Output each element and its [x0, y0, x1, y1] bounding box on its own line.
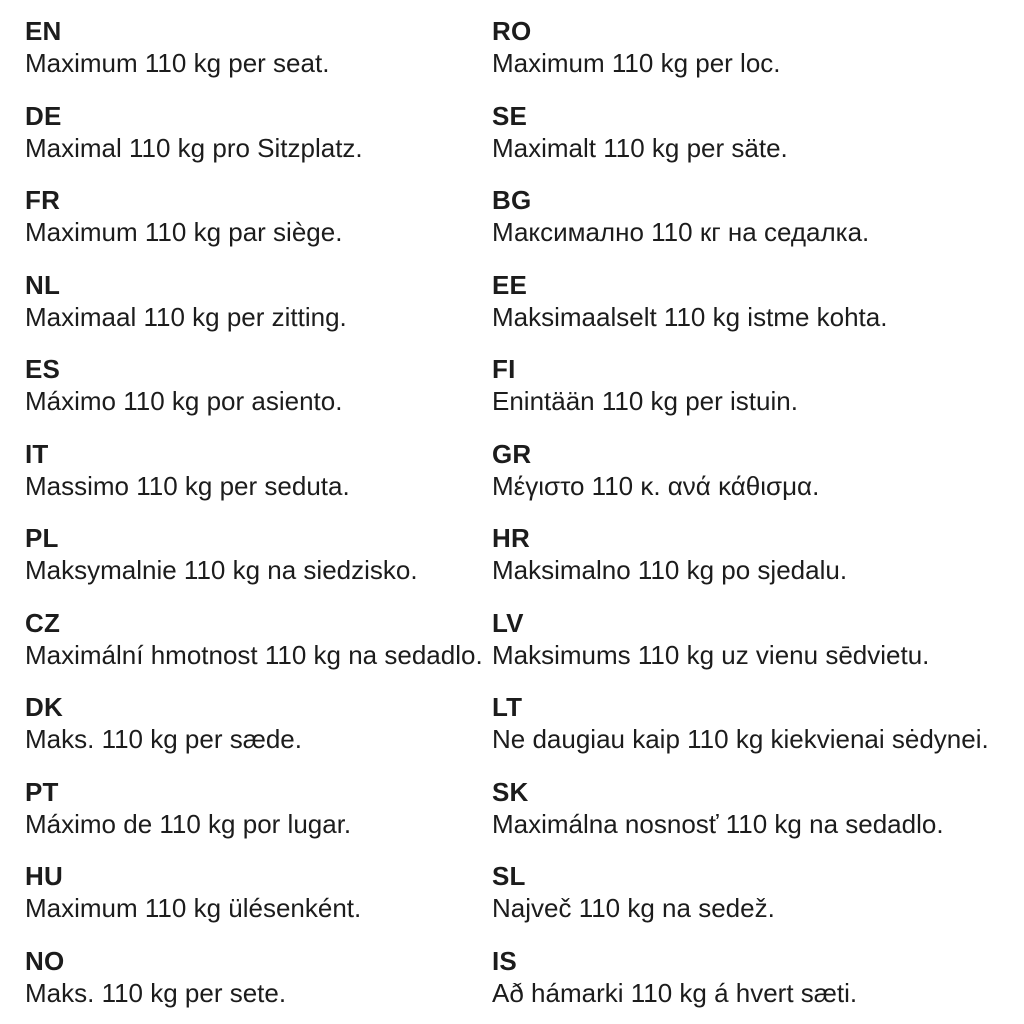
- language-entry-pl: PL Maksymalnie 110 kg na siedzisko.: [25, 522, 492, 586]
- language-code: CZ: [25, 607, 61, 638]
- language-code: LV: [492, 607, 524, 638]
- translation-text: Maximaal 110 kg per zitting.: [25, 301, 347, 332]
- translation-text: Maximum 110 kg ülésenként.: [25, 893, 362, 923]
- language-code: EN: [25, 16, 62, 46]
- language-entry-ro: RO Maximum 110 kg per loc.: [492, 15, 999, 79]
- language-code: FR: [25, 185, 61, 215]
- language-entry-ee: EE Maksimaalselt 110 kg istme kohta.: [492, 269, 999, 333]
- language-entry-bg: BG Максимално 110 кг на седалка.: [492, 184, 999, 248]
- language-code: PL: [25, 523, 59, 553]
- translation-text: Maximalt 110 kg per säte.: [492, 132, 788, 163]
- translation-text: Maximum 110 kg per loc.: [492, 48, 781, 78]
- translation-text: Maximální hmotnost 110 kg na sedadlo.: [25, 639, 483, 670]
- translation-text: Максимално 110 кг на седалка.: [492, 217, 870, 247]
- language-code: ES: [25, 354, 61, 384]
- language-entry-en: EN Maximum 110 kg per seat.: [25, 15, 492, 79]
- language-code: FI: [492, 354, 516, 384]
- translation-text: Maks. 110 kg per sæde.: [25, 724, 302, 754]
- language-code: SE: [492, 100, 528, 131]
- language-entry-lt: LT Ne daugiau kaip 110 kg kiekvienai sėd…: [492, 691, 999, 755]
- translation-text: Maximum 110 kg per seat.: [25, 48, 330, 78]
- language-entry-sl: SL Največ 110 kg na sedež.: [492, 860, 999, 924]
- translation-text: Maximum 110 kg par siège.: [25, 217, 343, 247]
- translation-text: Ne daugiau kaip 110 kg kiekvienai sėdyne…: [492, 724, 989, 754]
- language-entry-cz: CZ Maximální hmotnost 110 kg na sedadlo.: [25, 607, 492, 671]
- translation-text: Maksimaalselt 110 kg istme kohta.: [492, 301, 888, 332]
- language-entry-gr: GR Μέγιστο 110 κ. ανά κάθισμα.: [492, 438, 999, 502]
- language-entry-fi: FI Enintään 110 kg per istuin.: [492, 353, 999, 417]
- language-entry-de: DE Maximal 110 kg pro Sitzplatz.: [25, 100, 492, 164]
- language-entry-is: IS Að hámarki 110 kg á hvert sæti.: [492, 945, 999, 1009]
- translation-text: Μέγιστο 110 κ. ανά κάθισμα.: [492, 470, 820, 501]
- language-code: GR: [492, 438, 532, 469]
- translation-text: Máximo 110 kg por asiento.: [25, 386, 343, 416]
- translation-text: Maksimums 110 kg uz vienu sēdvietu.: [492, 639, 930, 670]
- translation-text: Massimo 110 kg per seduta.: [25, 470, 350, 501]
- language-code: BG: [492, 185, 532, 215]
- language-entry-fr: FR Maximum 110 kg par siège.: [25, 184, 492, 248]
- language-code: HU: [25, 861, 63, 891]
- translation-text: Maks. 110 kg per sete.: [25, 977, 287, 1008]
- language-code: DE: [25, 100, 62, 131]
- language-entry-lv: LV Maksimums 110 kg uz vienu sēdvietu.: [492, 607, 999, 671]
- language-entry-nl: NL Maximaal 110 kg per zitting.: [25, 269, 492, 333]
- translation-text: Največ 110 kg na sedež.: [492, 893, 775, 923]
- language-entry-it: IT Massimo 110 kg per seduta.: [25, 438, 492, 502]
- language-code: IT: [25, 438, 49, 469]
- language-entry-se: SE Maximalt 110 kg per säte.: [492, 100, 999, 164]
- language-entry-hr: HR Maksimalno 110 kg po sjedalu.: [492, 522, 999, 586]
- translation-text: Maksymalnie 110 kg na siedzisko.: [25, 555, 418, 585]
- translation-text: Maximal 110 kg pro Sitzplatz.: [25, 132, 363, 163]
- language-code: LT: [492, 692, 523, 722]
- language-entry-sk: SK Maximálna nosnosť 110 kg na sedadlo.: [492, 776, 999, 840]
- language-code: NO: [25, 945, 65, 976]
- language-entry-es: ES Máximo 110 kg por asiento.: [25, 353, 492, 417]
- left-column: EN Maximum 110 kg per seat. DE Maximal 1…: [0, 15, 492, 1024]
- translation-text: Maximálna nosnosť 110 kg na sedadlo.: [492, 808, 944, 839]
- language-code: PT: [25, 776, 59, 807]
- language-code: IS: [492, 945, 517, 976]
- language-entry-pt: PT Máximo de 110 kg por lugar.: [25, 776, 492, 840]
- language-entry-hu: HU Maximum 110 kg ülésenként.: [25, 860, 492, 924]
- translation-text: Enintään 110 kg per istuin.: [492, 386, 798, 416]
- language-entry-dk: DK Maks. 110 kg per sæde.: [25, 691, 492, 755]
- language-code: RO: [492, 16, 532, 46]
- language-code: SL: [492, 861, 526, 891]
- translation-text: Maksimalno 110 kg po sjedalu.: [492, 555, 848, 585]
- translation-text: Máximo de 110 kg por lugar.: [25, 808, 352, 839]
- language-code: HR: [492, 523, 530, 553]
- language-code: NL: [25, 269, 61, 300]
- language-code: SK: [492, 776, 529, 807]
- language-code: DK: [25, 692, 63, 722]
- language-code: EE: [492, 269, 528, 300]
- translation-text: Að hámarki 110 kg á hvert sæti.: [492, 977, 858, 1008]
- language-entry-no: NO Maks. 110 kg per sete.: [25, 945, 492, 1009]
- right-column: RO Maximum 110 kg per loc. SE Maximalt 1…: [492, 15, 999, 1024]
